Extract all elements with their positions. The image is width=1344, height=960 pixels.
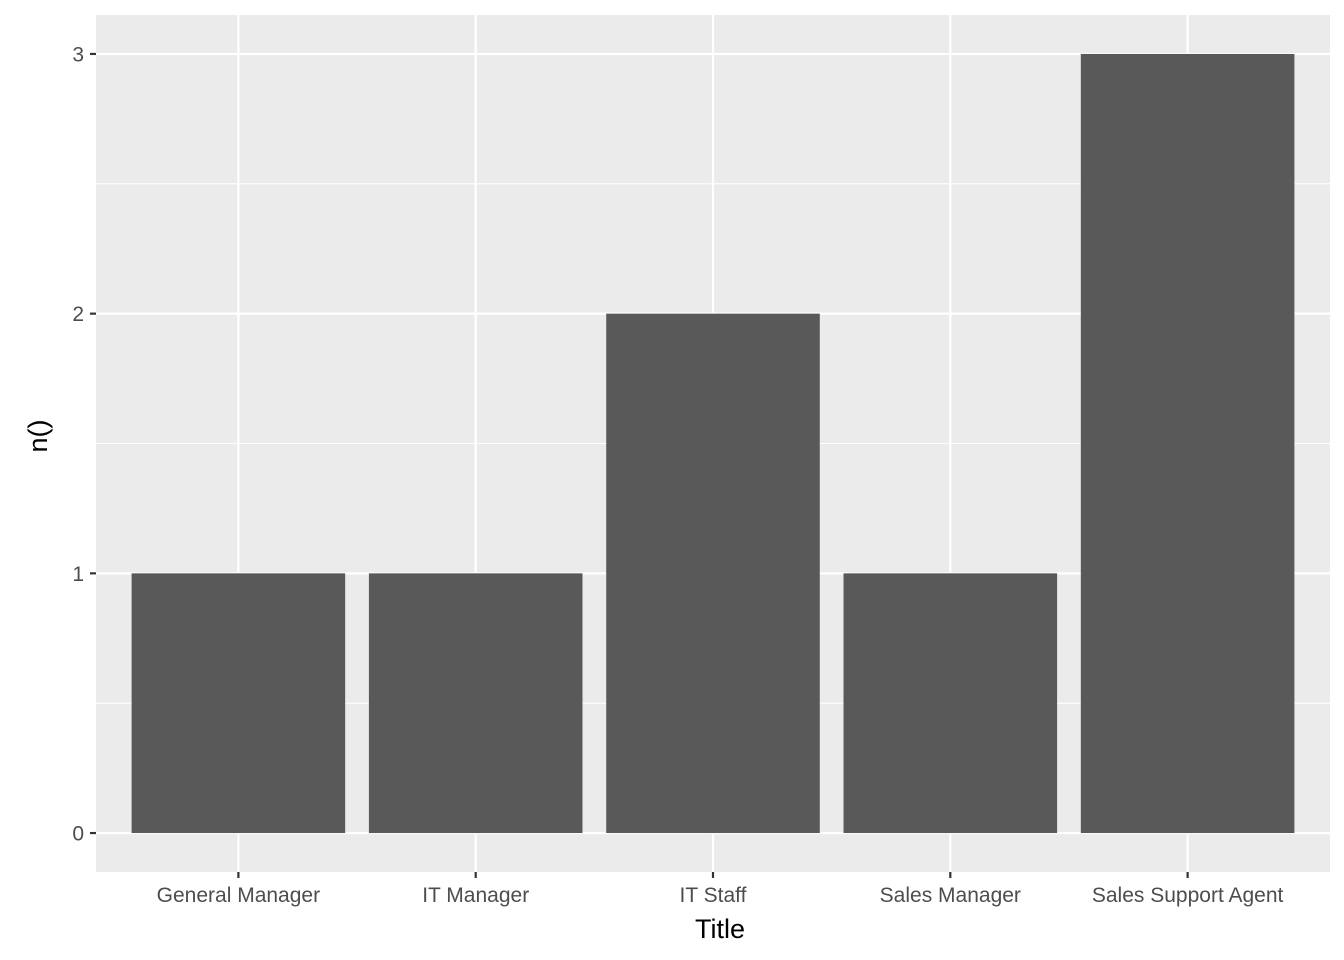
y-axis-title: n() [23, 420, 53, 453]
y-tick-label: 0 [72, 823, 84, 846]
x-tick-label: General Manager [157, 884, 320, 907]
bar [843, 573, 1058, 834]
x-tick-label: Sales Manager [880, 884, 1021, 907]
x-tick-label: Sales Support Agent [1092, 884, 1284, 907]
x-axis-title: Title [695, 914, 745, 944]
bar [368, 573, 583, 834]
x-axis: General Manager IT Manager IT Staff Sales M… [157, 872, 1284, 907]
bar [1080, 53, 1295, 834]
x-tick-label: IT Manager [422, 884, 529, 907]
bar [131, 573, 346, 834]
y-tick-label: 3 [72, 43, 84, 66]
y-tick-label: 1 [72, 563, 84, 586]
x-tick-label: IT Staff [680, 884, 747, 907]
bars [131, 53, 1295, 834]
y-tick-label: 2 [72, 303, 84, 326]
y-axis: 0 1 2 3 [72, 43, 96, 846]
bar [606, 313, 820, 834]
